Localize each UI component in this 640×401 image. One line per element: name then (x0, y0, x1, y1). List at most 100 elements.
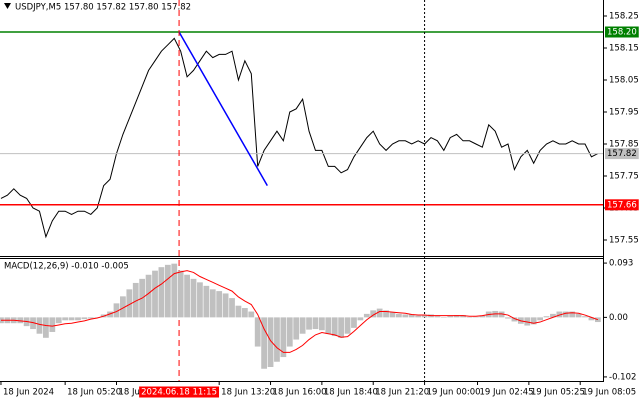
histogram-bar (75, 317, 81, 321)
y-tick-label: 157.75 (609, 172, 639, 182)
histogram-bar (229, 298, 235, 318)
histogram-bar (286, 317, 293, 347)
histogram-bar (466, 317, 473, 318)
histogram-bar (254, 317, 261, 347)
indicator-title: MACD(12,26,9) -0.010 -0.005 (4, 262, 129, 272)
histogram-bar (402, 314, 409, 318)
y-tick-label: 158.15 (609, 44, 639, 54)
histogram-bar (389, 312, 396, 318)
histogram-bar (331, 317, 338, 337)
histogram-bar (370, 310, 377, 318)
histogram-bar (36, 317, 43, 334)
x-tick-label: 19 Jun 05:25 (531, 388, 585, 398)
histogram-bar (537, 317, 543, 321)
histogram-bar (318, 317, 325, 331)
price-label-box (605, 199, 639, 211)
histogram-bar (190, 278, 197, 318)
histogram-bar (421, 315, 428, 318)
histogram-bar (184, 274, 190, 318)
chart-title: USDJPY,M5 157.80 157.82 157.80 157.82 (15, 3, 191, 13)
crosshair-time-label: 2024.06.18 11:15 (141, 388, 217, 398)
histogram-bar (363, 313, 370, 318)
histogram-bar (216, 291, 223, 318)
histogram-bar (588, 317, 595, 321)
histogram-bar (158, 267, 165, 318)
histogram-bar (280, 317, 287, 358)
price-label: 157.66 (607, 200, 637, 210)
x-tick-label: 18 Jun 2024 (3, 388, 54, 398)
histogram-bar (325, 317, 332, 334)
price-label: 158.20 (607, 28, 637, 38)
y-tick-label: 0.00 (609, 313, 628, 323)
histogram-bar (248, 311, 255, 318)
histogram-bar (556, 311, 563, 318)
histogram-bar (447, 315, 454, 318)
y-tick-label: 157.95 (609, 108, 639, 118)
histogram-bar (312, 317, 319, 330)
histogram-bar (120, 296, 126, 318)
x-tick-label: 18 Jun 05:20 (67, 388, 121, 398)
histogram-bar (562, 311, 569, 318)
price-line (0, 37, 599, 239)
histogram-bar (209, 289, 216, 318)
histogram-bar (569, 311, 576, 318)
histogram-bar (177, 270, 184, 318)
histogram-bar (30, 317, 36, 330)
x-tick-label: 19 Jun 02:45 (480, 388, 534, 398)
histogram-bar (126, 289, 133, 318)
histogram-bar (87, 317, 94, 319)
histogram-bar (235, 305, 242, 318)
x-tick-label: 18 Jun 13:20 (221, 388, 275, 398)
histogram-bar (171, 263, 178, 318)
histogram-bar (582, 316, 588, 318)
histogram-bar (267, 317, 274, 367)
y-tick-label: -0.102 (609, 372, 636, 382)
histogram-bar (396, 313, 402, 318)
histogram-bar (107, 311, 113, 318)
histogram-bar (222, 293, 229, 318)
histogram-bar (68, 317, 75, 321)
histogram-bar (357, 317, 364, 321)
histogram-bar (543, 316, 550, 318)
price-label-box (605, 26, 639, 38)
trend-line (178, 31, 268, 186)
x-tick-label: 19 Jun 00:00 (427, 388, 481, 398)
histogram-bar (62, 317, 69, 321)
histogram-bar (383, 310, 389, 318)
histogram-bar (511, 317, 518, 322)
histogram-bar (524, 317, 531, 326)
histogram-bar (152, 270, 158, 318)
histogram-bar (498, 311, 505, 318)
histogram-bar (530, 317, 537, 325)
crosshair-time-label-box (139, 386, 220, 398)
histogram-bar (550, 313, 556, 318)
histogram-bar (453, 315, 460, 318)
histogram-bar (203, 285, 210, 318)
histogram-bar (479, 315, 486, 318)
price-label-box (605, 148, 639, 160)
price-label: 157.82 (607, 149, 637, 159)
histogram-bar (351, 317, 357, 328)
histogram-bar (17, 317, 24, 324)
y-tick-label: 158.25 (609, 12, 639, 22)
symbol-icon (4, 3, 11, 9)
histogram-bar (164, 264, 171, 318)
x-tick-label: 18 Jun 21:20 (375, 388, 429, 398)
histogram-bar (81, 317, 88, 320)
histogram-bar (505, 317, 511, 319)
histogram-bar (132, 282, 139, 318)
signal-line (0, 270, 599, 353)
histogram-bar (49, 317, 56, 332)
histogram-bar (55, 317, 62, 324)
histogram-bar (113, 303, 120, 318)
y-tick-label: 157.55 (609, 236, 639, 246)
histogram-bar (434, 316, 441, 318)
histogram-bar (408, 314, 415, 318)
histogram-bar (473, 316, 479, 318)
histogram-bar (460, 315, 466, 318)
histogram-bar (338, 317, 345, 338)
histogram-bar (145, 274, 152, 318)
histogram-bar (274, 317, 280, 362)
